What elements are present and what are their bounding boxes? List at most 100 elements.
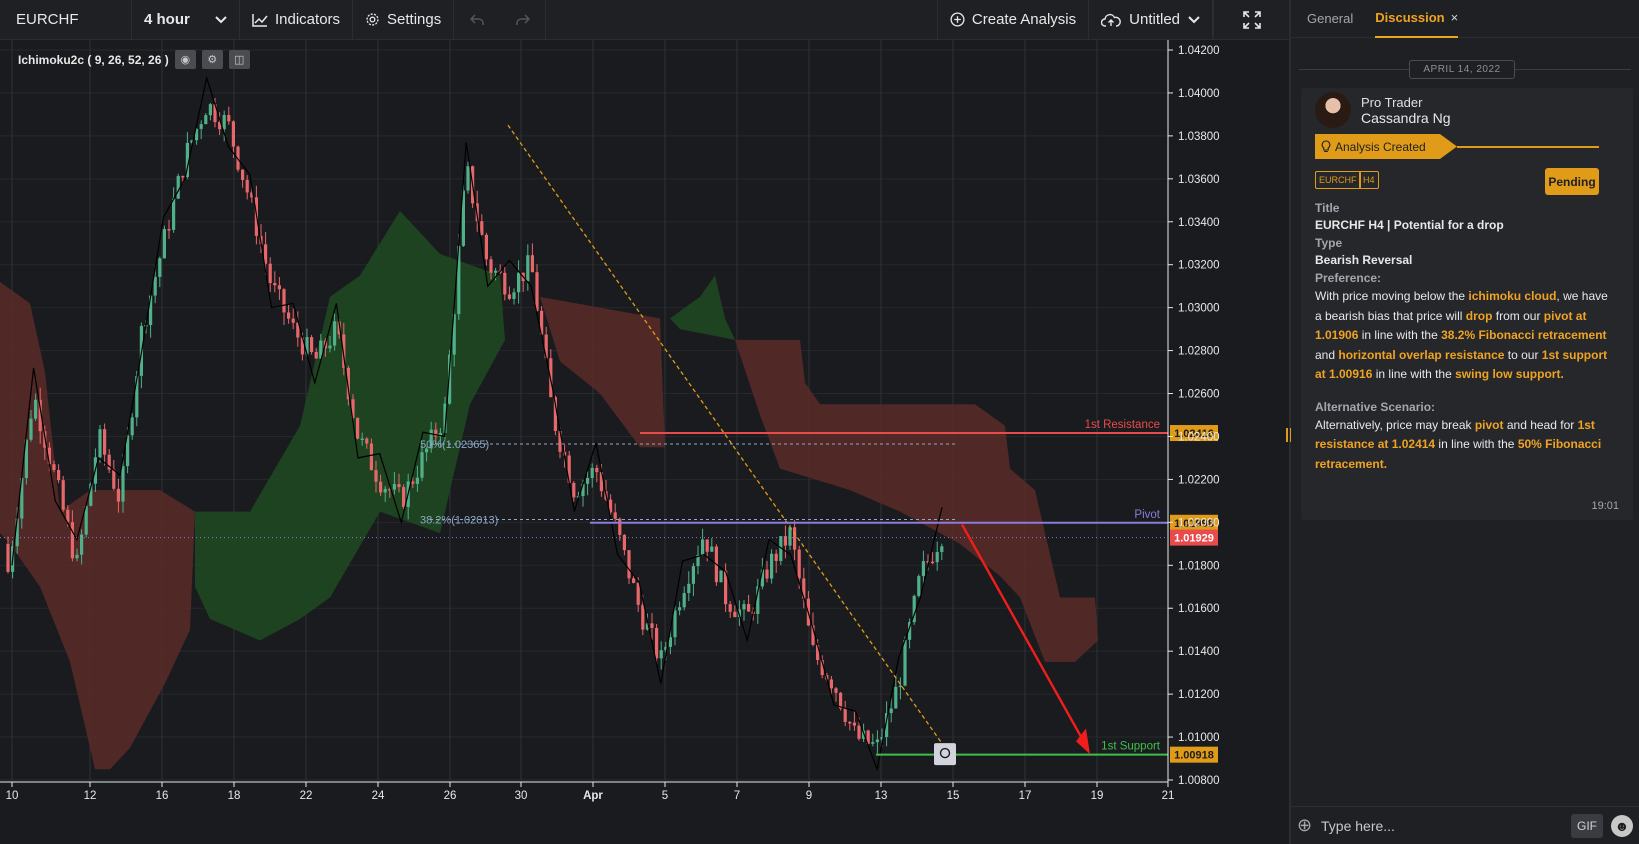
x-tick-label: 13 xyxy=(875,790,888,802)
candle-up xyxy=(586,477,590,484)
candle-up xyxy=(24,439,28,479)
close-icon[interactable]: × xyxy=(1450,10,1459,25)
author-name[interactable]: Cassandra Ng xyxy=(1361,109,1451,126)
candle-up xyxy=(590,467,594,478)
x-tick-label: 21 xyxy=(1162,790,1175,802)
indicators-label: Indicators xyxy=(275,11,341,28)
level-name: 1st Support xyxy=(1101,741,1161,753)
plus-circle-icon xyxy=(950,12,965,27)
level-name: Pivot xyxy=(1134,509,1160,521)
chart-toolbar: EURCHF 4 hour Indicators Settings Create… xyxy=(0,0,1289,40)
candle-up xyxy=(89,483,93,506)
candle-up xyxy=(34,399,38,419)
message-input[interactable] xyxy=(1321,812,1563,839)
indicators-button[interactable]: Indicators xyxy=(240,0,354,40)
avatar[interactable] xyxy=(1315,92,1351,128)
candle-down xyxy=(250,192,254,198)
candle-down xyxy=(834,688,838,693)
candle-down xyxy=(397,484,401,488)
candle-up xyxy=(425,448,429,453)
candle-up xyxy=(512,292,516,299)
chart-canvas[interactable]: 50%(1.02365) 38.2%(1.02013) 1st Resistance… xyxy=(0,40,1289,844)
status-badge: Pending xyxy=(1545,168,1599,195)
tag-symbol[interactable]: EURCHF xyxy=(1315,171,1361,189)
date-label: APRIL 14, 2022 xyxy=(1409,60,1515,79)
candle-up xyxy=(760,569,764,587)
analysis-title: EURCHF H4 | Potential for a drop xyxy=(1315,218,1504,232)
candle-up xyxy=(452,314,456,355)
candle-down xyxy=(310,337,314,353)
y-tick-label: 1.02800 xyxy=(1178,346,1220,358)
y-tick-label: 1.02000 xyxy=(1178,517,1220,529)
analysis-details: Title EURCHF H4 | Potential for a drop T… xyxy=(1315,200,1615,474)
gif-button[interactable]: GIF xyxy=(1571,813,1603,838)
candle-up xyxy=(153,276,157,296)
candle-down xyxy=(47,447,51,465)
projection-arrow xyxy=(960,523,1088,747)
candle-up xyxy=(673,610,677,638)
interval-selector[interactable]: 4 hour xyxy=(132,0,240,40)
emoji-icon[interactable]: ☻ xyxy=(1611,814,1633,837)
candle-up xyxy=(438,432,442,437)
candle-down xyxy=(369,443,373,471)
candle-down xyxy=(388,488,392,491)
candle-down xyxy=(535,272,539,311)
cloud-upload-icon xyxy=(1101,13,1121,27)
candle-down xyxy=(811,625,815,645)
candle-up xyxy=(770,553,774,579)
plus-icon[interactable]: ⊕ xyxy=(1297,815,1313,835)
candle-down xyxy=(599,472,603,492)
author-block: Pro Trader Cassandra Ng xyxy=(1315,92,1451,128)
candle-up xyxy=(84,505,88,535)
alt-scenario-text: Alternatively, price may break pivot and… xyxy=(1315,416,1615,475)
current-price-label: 1.01929 xyxy=(1174,533,1214,545)
candle-down xyxy=(480,221,484,235)
candle-up xyxy=(880,736,884,740)
layout-name: Untitled xyxy=(1129,11,1180,28)
redo-button[interactable] xyxy=(500,0,547,40)
tab-discussion[interactable]: Discussion × xyxy=(1375,0,1459,38)
candle-up xyxy=(80,534,84,555)
candle-down xyxy=(241,169,245,180)
candle-down xyxy=(843,708,847,722)
symbol-selector[interactable]: EURCHF xyxy=(0,0,132,40)
tab-general[interactable]: General xyxy=(1307,0,1353,38)
eye-icon[interactable]: ◉ xyxy=(174,50,196,69)
candle-down xyxy=(650,623,654,628)
candle-down xyxy=(337,321,341,335)
candle-down xyxy=(411,481,415,484)
candle-down xyxy=(402,487,406,507)
candle-up xyxy=(208,104,212,116)
candle-down xyxy=(618,518,622,535)
candle-down xyxy=(866,730,870,744)
fullscreen-button[interactable] xyxy=(1213,0,1289,40)
pref-text-6: to our xyxy=(1504,347,1542,362)
settings-button[interactable]: Settings xyxy=(353,0,455,40)
candle-down xyxy=(931,561,935,564)
x-tick-label: 10 xyxy=(6,790,19,802)
create-analysis-button[interactable]: Create Analysis xyxy=(936,0,1090,40)
candle-up xyxy=(319,340,323,359)
price-chart[interactable]: 50%(1.02365) 38.2%(1.02013) 1st Resistance… xyxy=(0,40,1289,844)
panel-divider[interactable] xyxy=(1289,0,1291,844)
undo-button[interactable] xyxy=(454,0,500,40)
candle-down xyxy=(70,522,74,559)
candle-down xyxy=(558,430,562,452)
x-tick-label: 18 xyxy=(228,790,241,802)
candle-down xyxy=(287,312,291,319)
tag-timeframe[interactable]: H4 xyxy=(1359,171,1379,189)
trash-icon[interactable]: ◫ xyxy=(228,50,250,69)
candle-down xyxy=(268,263,272,284)
candle-down xyxy=(802,578,806,599)
candle-up xyxy=(742,604,746,610)
message-composer: ⊕ GIF ☻ xyxy=(1291,806,1639,844)
pref-text-7: in line with the xyxy=(1372,367,1456,381)
fullscreen-icon xyxy=(1242,10,1261,29)
candle-up xyxy=(190,140,194,143)
gear-icon xyxy=(366,13,379,26)
candle-down xyxy=(857,725,861,739)
gear-icon[interactable]: ⚙ xyxy=(201,50,223,69)
candle-up xyxy=(581,483,585,497)
layout-selector[interactable]: Untitled xyxy=(1089,0,1213,40)
y-tick-label: 1.04200 xyxy=(1178,45,1220,57)
